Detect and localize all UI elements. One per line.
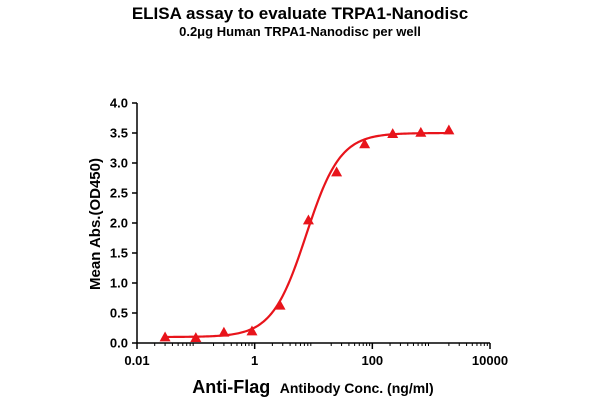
- y-tick-label: 4.0: [110, 96, 128, 111]
- data-point: [218, 326, 230, 337]
- x-tick-label: 10000: [472, 353, 508, 368]
- y-tick-label: 1.0: [110, 276, 128, 291]
- y-tick-label: 3.5: [110, 126, 128, 141]
- data-point: [246, 325, 258, 336]
- x-tick-label: 1: [251, 353, 258, 368]
- data-point: [159, 331, 171, 342]
- axes: [136, 103, 490, 344]
- y-tick-label: 0.5: [110, 306, 128, 321]
- x-axis-label-main: Anti-Flag: [192, 377, 270, 397]
- data-point: [190, 332, 202, 342]
- x-axis-label: Anti-Flag Antibody Conc. (ng/ml): [192, 377, 433, 397]
- y-tick-label: 2.5: [110, 186, 128, 201]
- fit-curve: [163, 131, 451, 339]
- y-tick-label: 0.0: [110, 336, 128, 351]
- x-tick-label: 0.01: [124, 353, 149, 368]
- chart-title: ELISA assay to evaluate TRPA1-Nanodisc: [131, 4, 469, 23]
- y-tick-label: 1.5: [110, 246, 128, 261]
- data-point: [302, 214, 314, 225]
- data-point: [274, 299, 286, 310]
- data-point: [331, 166, 343, 177]
- data-point: [443, 124, 455, 135]
- y-tick-label: 3.0: [110, 156, 128, 171]
- data-point: [359, 138, 371, 149]
- ticks: 0.0 0.5 1.0 1.5 2.0 2.5 3.0 3.5 4.0 0.01 1 100 10000: [110, 96, 508, 369]
- x-tick-label: 100: [361, 353, 383, 368]
- data-point: [387, 128, 399, 138]
- data-points: [159, 124, 455, 342]
- chart-subtitle: 0.2μg Human TRPA1-Nanodisc per well: [179, 24, 421, 39]
- x-axis-label-rest: Antibody Conc. (ng/ml): [280, 380, 434, 396]
- y-tick-label: 2.0: [110, 216, 128, 231]
- y-axis-label: Mean Abs.(OD450): [87, 158, 104, 290]
- data-point: [415, 126, 427, 137]
